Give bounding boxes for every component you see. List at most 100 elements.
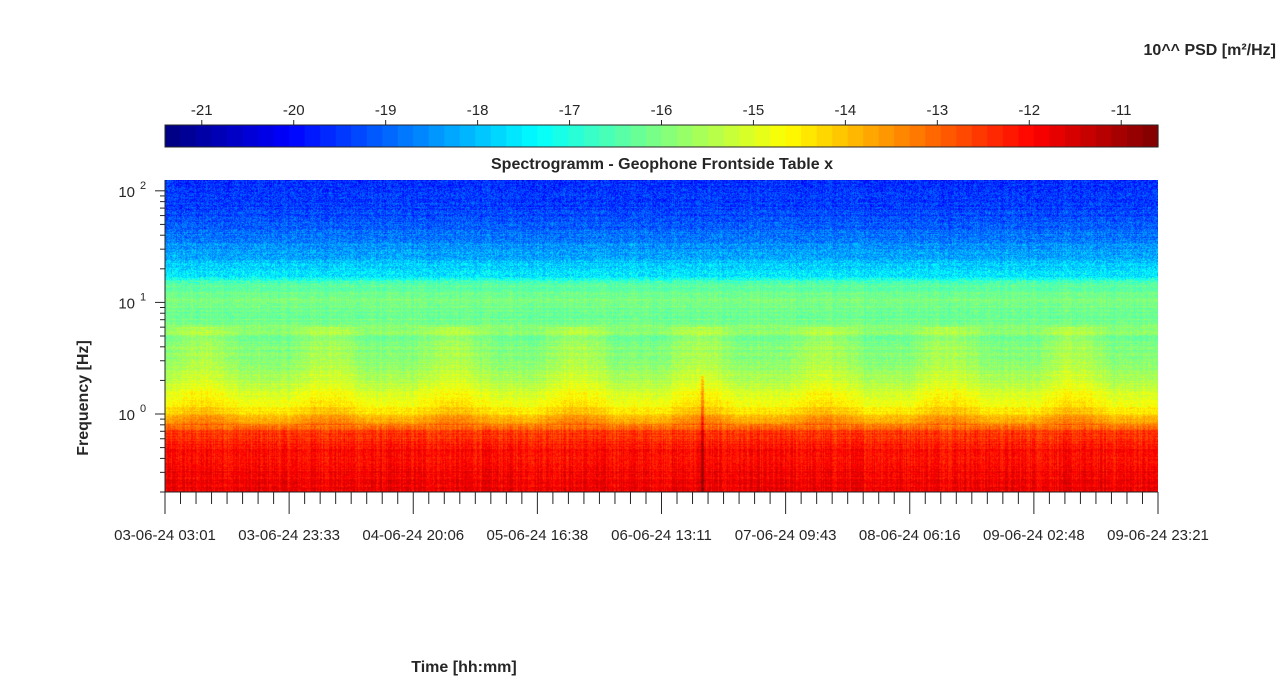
colorbar-segment bbox=[521, 125, 538, 147]
colorbar-segment bbox=[1111, 125, 1128, 147]
x-tick-label: 09-06-24 23:21 bbox=[1107, 527, 1209, 544]
colorbar-tick-label: -20 bbox=[283, 102, 305, 119]
spectrogram-heatmap bbox=[165, 180, 1158, 492]
colorbar-segment bbox=[428, 125, 445, 147]
colorbar-segment bbox=[382, 125, 399, 147]
x-tick-label: 09-06-24 02:48 bbox=[983, 527, 1085, 544]
y-tick-label: 10 bbox=[118, 407, 135, 424]
colorbar-segment bbox=[320, 125, 337, 147]
colorbar-segment bbox=[770, 125, 787, 147]
colorbar-segment bbox=[708, 125, 725, 147]
x-tick-label: 06-06-24 13:11 bbox=[611, 527, 712, 544]
colorbar-tick-label: -12 bbox=[1018, 102, 1040, 119]
colorbar-segment bbox=[196, 125, 213, 147]
colorbar-segment bbox=[366, 125, 383, 147]
colorbar-segment bbox=[273, 125, 290, 147]
colorbar-segment bbox=[956, 125, 973, 147]
colorbar-segment bbox=[552, 125, 570, 147]
colorbar-segment bbox=[444, 125, 461, 147]
colorbar-segment bbox=[971, 125, 988, 147]
y-tick-label: 10 bbox=[118, 295, 135, 312]
colorbar-segment bbox=[1080, 125, 1097, 147]
colorbar-segment bbox=[863, 125, 880, 147]
colorbar-segment bbox=[645, 125, 663, 147]
colorbar-segment bbox=[878, 125, 895, 147]
colorbar-tick-label: -15 bbox=[743, 102, 765, 119]
colorbar-tick-label: -17 bbox=[559, 102, 581, 119]
colorbar-segment bbox=[692, 125, 709, 147]
colorbar-segment bbox=[413, 125, 430, 147]
colorbar-segment bbox=[987, 125, 1004, 147]
colorbar-segment bbox=[940, 125, 957, 147]
y-tick-label: 10 bbox=[118, 184, 135, 201]
colorbar-segment bbox=[180, 125, 197, 147]
colorbar-segment bbox=[816, 125, 833, 147]
colorbar-segment bbox=[801, 125, 818, 147]
colorbar-segment bbox=[506, 125, 523, 147]
x-axis-label: Time [hh:mm] bbox=[411, 659, 516, 676]
colorbar-segment bbox=[832, 125, 849, 147]
colorbar-segment bbox=[351, 125, 368, 147]
colorbar-segment bbox=[335, 125, 352, 147]
colorbar-segment bbox=[1064, 125, 1082, 147]
spectrogram-plot bbox=[165, 180, 1158, 492]
colorbar-segment bbox=[537, 125, 554, 147]
colorbar-segment bbox=[304, 125, 321, 147]
colorbar-label: 10^^ PSD [m²/Hz] bbox=[1144, 42, 1276, 59]
colorbar: -21 -20 -19 -18 -17 -16 -15 -14 -13 -12 -11 bbox=[164, 102, 1159, 148]
colorbar-segment bbox=[894, 125, 911, 147]
colorbar-segment bbox=[1142, 125, 1159, 147]
colorbar-segment bbox=[754, 125, 771, 147]
x-tick-label: 03-06-24 03:01 bbox=[114, 527, 216, 544]
x-tick-label: 05-06-24 16:38 bbox=[487, 527, 589, 544]
colorbar-segment bbox=[723, 125, 740, 147]
colorbar-segment bbox=[614, 125, 632, 147]
colorbar-segment bbox=[599, 125, 616, 147]
colorbar-segment bbox=[1033, 125, 1050, 147]
colorbar-segment bbox=[242, 125, 259, 147]
x-tick-label: 03-06-24 23:33 bbox=[238, 527, 340, 544]
colorbar-segment bbox=[490, 125, 507, 147]
colorbar-segment bbox=[258, 125, 275, 147]
colorbar-segment bbox=[909, 125, 926, 147]
colorbar-segment bbox=[165, 125, 182, 147]
colorbar-segment bbox=[630, 125, 647, 147]
colorbar-segment bbox=[568, 125, 585, 147]
colorbar-tick-label: -14 bbox=[835, 102, 857, 119]
y-tick-exponent: 1 bbox=[140, 291, 146, 303]
colorbar-segment bbox=[661, 125, 678, 147]
y-axis-label: Frequency [Hz] bbox=[75, 340, 92, 456]
colorbar-segment bbox=[847, 125, 864, 147]
colorbar-tick-label: -19 bbox=[375, 102, 397, 119]
y-axis: 10 0 10 1 10 2 bbox=[118, 180, 166, 493]
x-tick-label: 07-06-24 09:43 bbox=[735, 527, 837, 544]
colorbar-segment bbox=[925, 125, 942, 147]
colorbar-segment bbox=[397, 125, 414, 147]
colorbar-segment bbox=[1002, 125, 1019, 147]
colorbar-segment bbox=[1126, 125, 1144, 147]
colorbar-segment bbox=[1049, 125, 1066, 147]
colorbar-segment bbox=[1018, 125, 1035, 147]
colorbar-segment bbox=[785, 125, 802, 147]
colorbar-segment bbox=[475, 125, 492, 147]
colorbar-tick-label: -21 bbox=[191, 102, 213, 119]
x-axis: 03-06-24 03:01 03-06-24 23:33 04-06-24 20:… bbox=[114, 491, 1209, 544]
colorbar-segment bbox=[677, 125, 694, 147]
x-tick-label: 08-06-24 06:16 bbox=[859, 527, 961, 544]
colorbar-segment bbox=[211, 125, 228, 147]
y-tick-exponent: 2 bbox=[140, 180, 146, 192]
x-tick-label: 04-06-24 20:06 bbox=[362, 527, 464, 544]
colorbar-segment bbox=[459, 125, 476, 147]
colorbar-tick-label: -13 bbox=[926, 102, 948, 119]
chart-title: Spectrogramm - Geophone Frontside Table … bbox=[491, 156, 833, 173]
colorbar-segment bbox=[227, 125, 244, 147]
y-tick-exponent: 0 bbox=[140, 403, 146, 415]
colorbar-segment bbox=[289, 125, 306, 147]
colorbar-tick-label: -18 bbox=[467, 102, 489, 119]
colorbar-tick-label: -11 bbox=[1111, 102, 1132, 119]
colorbar-segment bbox=[583, 125, 601, 147]
colorbar-tick-label: -16 bbox=[651, 102, 673, 119]
colorbar-segment bbox=[1095, 125, 1113, 147]
colorbar-segment bbox=[739, 125, 756, 147]
